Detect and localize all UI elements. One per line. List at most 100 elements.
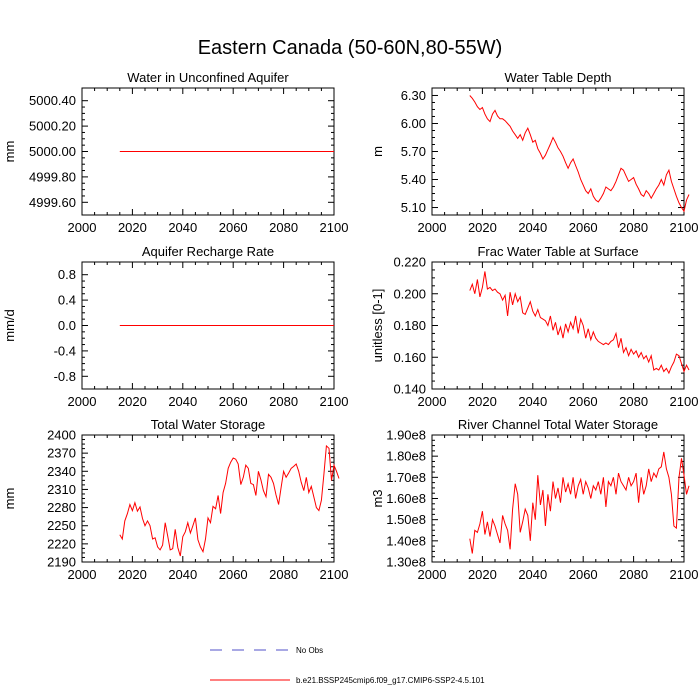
y-tick-label: 1.40e8 (386, 533, 426, 548)
y-tick-label: 1.30e8 (386, 555, 426, 570)
x-tick-label: 2000 (418, 567, 447, 582)
y-tick-label: 2340 (47, 464, 76, 479)
x-tick-label: 2080 (619, 567, 648, 582)
series-line (469, 451, 690, 554)
x-tick-label: 2040 (518, 394, 547, 409)
y-tick-label: 5.70 (401, 144, 426, 159)
x-tick-label: 2080 (269, 567, 298, 582)
y-tick-label: 1.80e8 (386, 449, 426, 464)
y-tick-label: 2370 (47, 446, 76, 461)
y-tick-label: 0.160 (393, 350, 426, 365)
y-tick-label: 0.4 (58, 293, 76, 308)
x-tick-label: 2100 (320, 220, 349, 235)
x-tick-label: 2020 (468, 394, 497, 409)
x-tick-label: 2000 (418, 394, 447, 409)
x-tick-label: 2060 (569, 394, 598, 409)
x-tick-label: 2020 (468, 220, 497, 235)
x-tick-label: 2060 (569, 567, 598, 582)
plot-frame (431, 434, 685, 563)
x-tick-label: 2020 (118, 220, 147, 235)
y-tick-label: 2280 (47, 500, 76, 515)
y-tick-label: 4999.80 (29, 169, 76, 184)
x-tick-label: 2060 (219, 220, 248, 235)
y-tick-label: 0.0 (58, 318, 76, 333)
x-tick-label: 2040 (518, 567, 547, 582)
y-tick-label: 5000.20 (29, 119, 76, 134)
series-line (469, 95, 690, 213)
x-tick-label: 2040 (168, 394, 197, 409)
panel-title: Total Water Storage (151, 417, 265, 432)
y-tick-label: 6.00 (401, 116, 426, 131)
y-tick-label: 1.60e8 (386, 491, 426, 506)
y-tick-label: 2400 (47, 428, 76, 443)
x-tick-label: 2020 (118, 394, 147, 409)
x-tick-label: 2100 (320, 394, 349, 409)
x-tick-label: 2080 (269, 394, 298, 409)
legend: No Obs b.e21.BSSP245cmip6.f09_g17.CMIP6-… (210, 646, 485, 685)
x-tick-label: 2040 (168, 220, 197, 235)
panel-title: Frac Water Table at Surface (477, 244, 638, 259)
chart-water-table-depth: Water Table Depth 2000 2020 2040 2060 2080 210… (370, 70, 698, 235)
x-tick-label: 2080 (619, 220, 648, 235)
y-tick-label: -0.8 (54, 369, 76, 384)
x-tick-label: 2080 (269, 220, 298, 235)
chart-total-water-storage: Total Water Storage 2000 2020 2040 2060 2080 2… (2, 417, 348, 582)
plot-frame (431, 87, 685, 216)
y-axis-label: mm (2, 488, 17, 510)
plot-frame (81, 434, 335, 563)
y-tick-label: 0.8 (58, 267, 76, 282)
y-axis-label: m (370, 146, 385, 157)
x-tick-label: 2080 (619, 394, 648, 409)
y-tick-label: 4999.60 (29, 195, 76, 210)
panel-title: River Channel Total Water Storage (458, 417, 658, 432)
legend-obs-label: No Obs (296, 646, 323, 655)
chart-water-unconfined-aquifer: Water in Unconfined Aquifer 2000 2020 2040 2… (2, 70, 348, 235)
x-tick-label: 2100 (320, 567, 349, 582)
chart-frac-water-table-surface: Frac Water Table at Surface 2000 2020 2040 2… (370, 244, 698, 409)
panel-title: Water Table Depth (505, 70, 612, 85)
panel-title: Water in Unconfined Aquifer (127, 70, 289, 85)
y-tick-label: 2250 (47, 518, 76, 533)
x-tick-label: 2100 (670, 567, 699, 582)
y-axis-label: m3 (370, 489, 385, 507)
x-tick-label: 2060 (219, 394, 248, 409)
x-tick-label: 2020 (118, 567, 147, 582)
y-axis-label: mm (2, 141, 17, 163)
y-tick-label: 0.220 (393, 255, 426, 270)
x-tick-label: 2060 (219, 567, 248, 582)
y-tick-label: -0.4 (54, 343, 76, 358)
y-axis-label: mm/d (2, 309, 17, 342)
figure-title: Eastern Canada (50-60N,80-55W) (197, 37, 503, 59)
y-tick-label: 2310 (47, 482, 76, 497)
y-tick-label: 0.180 (393, 318, 426, 333)
chart-river-channel-storage: River Channel Total Water Storage 2000 202… (370, 417, 698, 582)
x-tick-label: 2100 (670, 220, 699, 235)
y-axis-label: unitless [0-1] (370, 289, 385, 363)
y-tick-label: 1.90e8 (386, 428, 426, 443)
x-tick-label: 2000 (68, 567, 97, 582)
chart-aquifer-recharge-rate: Aquifer Recharge Rate 2000 2020 2040 2060 208… (2, 244, 348, 409)
y-tick-label: 5000.00 (29, 144, 76, 159)
y-tick-label: 1.70e8 (386, 470, 426, 485)
x-tick-label: 2000 (68, 394, 97, 409)
y-tick-label: 2190 (47, 555, 76, 570)
plot-frame (431, 261, 685, 390)
y-tick-label: 0.140 (393, 382, 426, 397)
x-tick-label: 2000 (68, 220, 97, 235)
y-tick-label: 5000.40 (29, 93, 76, 108)
x-tick-label: 2000 (418, 220, 447, 235)
y-tick-label: 1.50e8 (386, 512, 426, 527)
x-tick-label: 2040 (168, 567, 197, 582)
x-tick-label: 2100 (670, 394, 699, 409)
y-tick-label: 6.30 (401, 88, 426, 103)
x-tick-label: 2020 (468, 567, 497, 582)
legend-model-label: b.e21.BSSP245cmip6.f09_g17.CMIP6-SSP2-4.… (296, 676, 485, 685)
x-tick-label: 2040 (518, 220, 547, 235)
y-tick-label: 2220 (47, 536, 76, 551)
x-tick-label: 2060 (569, 220, 598, 235)
y-tick-label: 5.40 (401, 172, 426, 187)
y-tick-label: 0.200 (393, 286, 426, 301)
y-tick-label: 5.10 (401, 200, 426, 215)
series-line (119, 444, 340, 557)
